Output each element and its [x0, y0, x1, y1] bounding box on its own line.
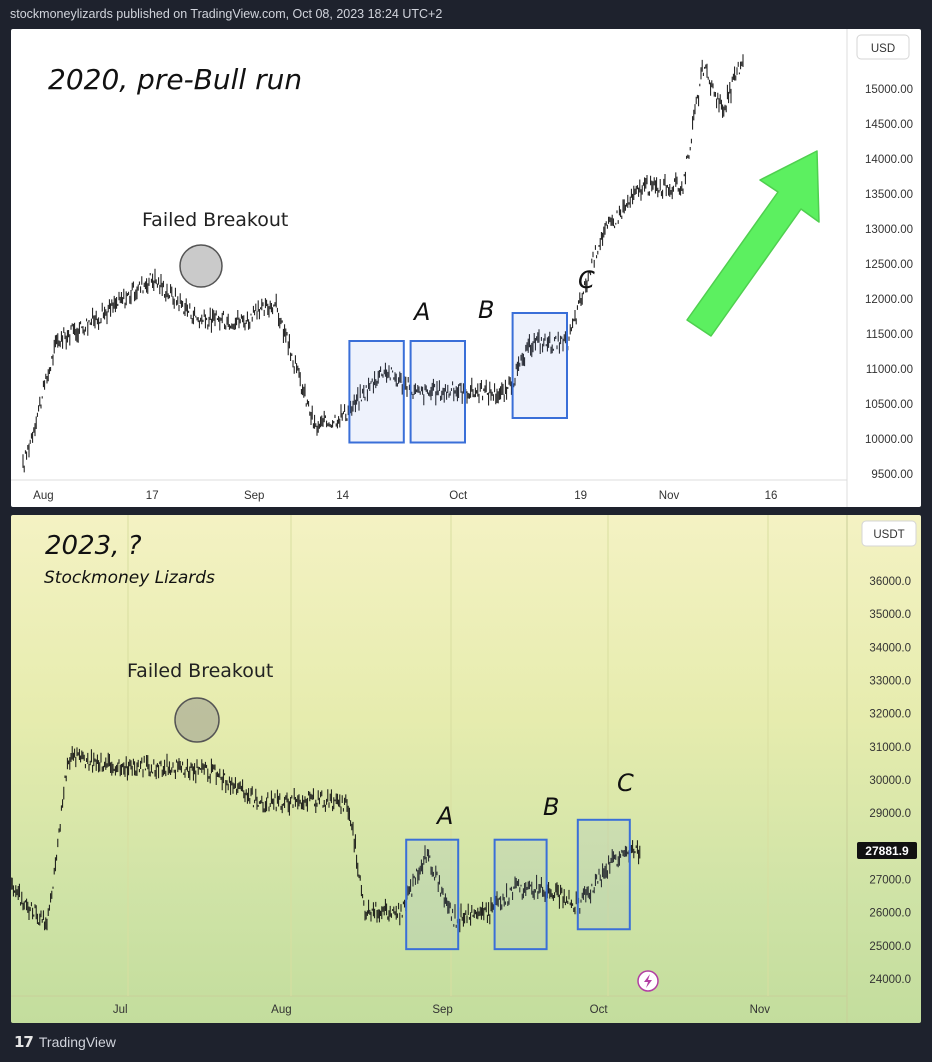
- y-tick-label: 27000.0: [869, 875, 911, 887]
- x-tick-label: Aug: [271, 1004, 291, 1016]
- box-label-c: C: [578, 266, 595, 294]
- x-tick-label: Aug: [33, 490, 53, 502]
- tradingview-footer[interactable]: 17 TradingView: [14, 1033, 116, 1051]
- consolidation-box-b: [409, 340, 467, 444]
- y-tick-label: 10500.00: [865, 399, 913, 411]
- chart-2020-svg: Failed Breakout A B C 2020, pre-Bull run…: [11, 29, 913, 507]
- y-tick-label: 25000.0: [869, 941, 911, 953]
- y-tick-label: 36000.0: [869, 576, 911, 588]
- y-tick-label: 30000.0: [869, 775, 911, 787]
- y-tick-label: 33000.0: [869, 676, 911, 688]
- y-tick-label: 14000.00: [865, 154, 913, 166]
- chart-subtitle: Stockmoney Lizards: [44, 568, 215, 588]
- x-tick-label: Jul: [113, 1004, 128, 1016]
- failed-breakout-label: Failed Breakout: [142, 209, 288, 231]
- y-tick-label: 31000.0: [869, 742, 911, 754]
- chart-panel-2020[interactable]: Failed Breakout A B C 2020, pre-Bull run…: [11, 29, 921, 507]
- box-label-c: C: [617, 769, 634, 797]
- price-candles: [11, 746, 641, 933]
- consolidation-box-c: [511, 312, 569, 419]
- chart-title: 2020, pre-Bull run: [48, 63, 302, 96]
- y-tick-label: 12500.00: [865, 259, 913, 271]
- x-tick-label: Sep: [244, 490, 264, 502]
- y-tick-label: 12000.00: [865, 294, 913, 306]
- box-label-b: B: [543, 793, 559, 821]
- price-candles: [22, 54, 744, 473]
- x-tick-label: 17: [146, 490, 159, 502]
- currency-label: USDT: [873, 529, 904, 541]
- currency-badge[interactable]: [861, 520, 917, 547]
- x-tick-label: Nov: [659, 490, 680, 502]
- y-tick-label: 34000.0: [869, 642, 911, 654]
- consolidation-box-a: [405, 838, 460, 951]
- publish-line: stockmoneylizards published on TradingVi…: [10, 7, 443, 21]
- grid-lines: [127, 515, 769, 996]
- box-label-a: A: [435, 802, 453, 830]
- tradingview-brand: TradingView: [38, 1034, 116, 1050]
- x-tick-label: 19: [574, 490, 587, 502]
- y-tick-label: 35000.0: [869, 609, 911, 621]
- x-tick-label: 16: [765, 490, 778, 502]
- y-tick-label: 14500.00: [865, 119, 913, 131]
- y-tick-label: 24000.0: [869, 974, 911, 986]
- last-price-badge: [857, 842, 917, 859]
- consolidation-box-c: [576, 818, 631, 931]
- y-tick-label: 11000.00: [866, 364, 913, 376]
- chart-2023-svg: Failed Breakout A B C 2023, ? Stockmoney…: [11, 515, 917, 1023]
- failed-breakout-circle: [174, 697, 220, 743]
- currency-label: USD: [871, 43, 895, 55]
- box-label-b: B: [478, 296, 494, 324]
- y-tick-label: 9500.00: [871, 469, 913, 481]
- y-tick-label: 10000.00: [865, 434, 913, 446]
- x-tick-label: 14: [336, 490, 349, 502]
- chart-title: 2023, ?: [45, 531, 142, 561]
- consolidation-box-a: [348, 340, 405, 444]
- currency-badge[interactable]: [856, 34, 910, 60]
- y-tick-label: 13500.00: [865, 189, 913, 201]
- chart-panel-2023[interactable]: Failed Breakout A B C 2023, ? Stockmoney…: [11, 515, 921, 1023]
- price-series: [11, 746, 641, 933]
- up-arrow-icon: [686, 150, 820, 337]
- y-tick-label: 11500.00: [866, 329, 913, 341]
- y-tick-label: 29000.0: [869, 808, 911, 820]
- failed-breakout-circle: [179, 244, 223, 288]
- y-tick-label: 13000.00: [865, 224, 913, 236]
- y-tick-label: 26000.0: [869, 908, 911, 920]
- consolidation-box-b: [493, 838, 548, 951]
- tradingview-logo-icon: 17: [14, 1033, 34, 1051]
- failed-breakout-label: Failed Breakout: [127, 660, 273, 682]
- y-tick-label: 32000.0: [869, 709, 911, 721]
- x-tick-label: Sep: [432, 1004, 452, 1016]
- lightning-icon[interactable]: [637, 970, 659, 992]
- last-price-label: 27881.9: [865, 844, 909, 858]
- y-tick-label: 15000.00: [865, 84, 913, 96]
- price-series: [22, 54, 744, 473]
- x-tick-label: Oct: [449, 490, 468, 502]
- x-tick-label: Nov: [750, 1004, 771, 1016]
- x-tick-label: Oct: [590, 1004, 609, 1016]
- box-label-a: A: [412, 298, 430, 326]
